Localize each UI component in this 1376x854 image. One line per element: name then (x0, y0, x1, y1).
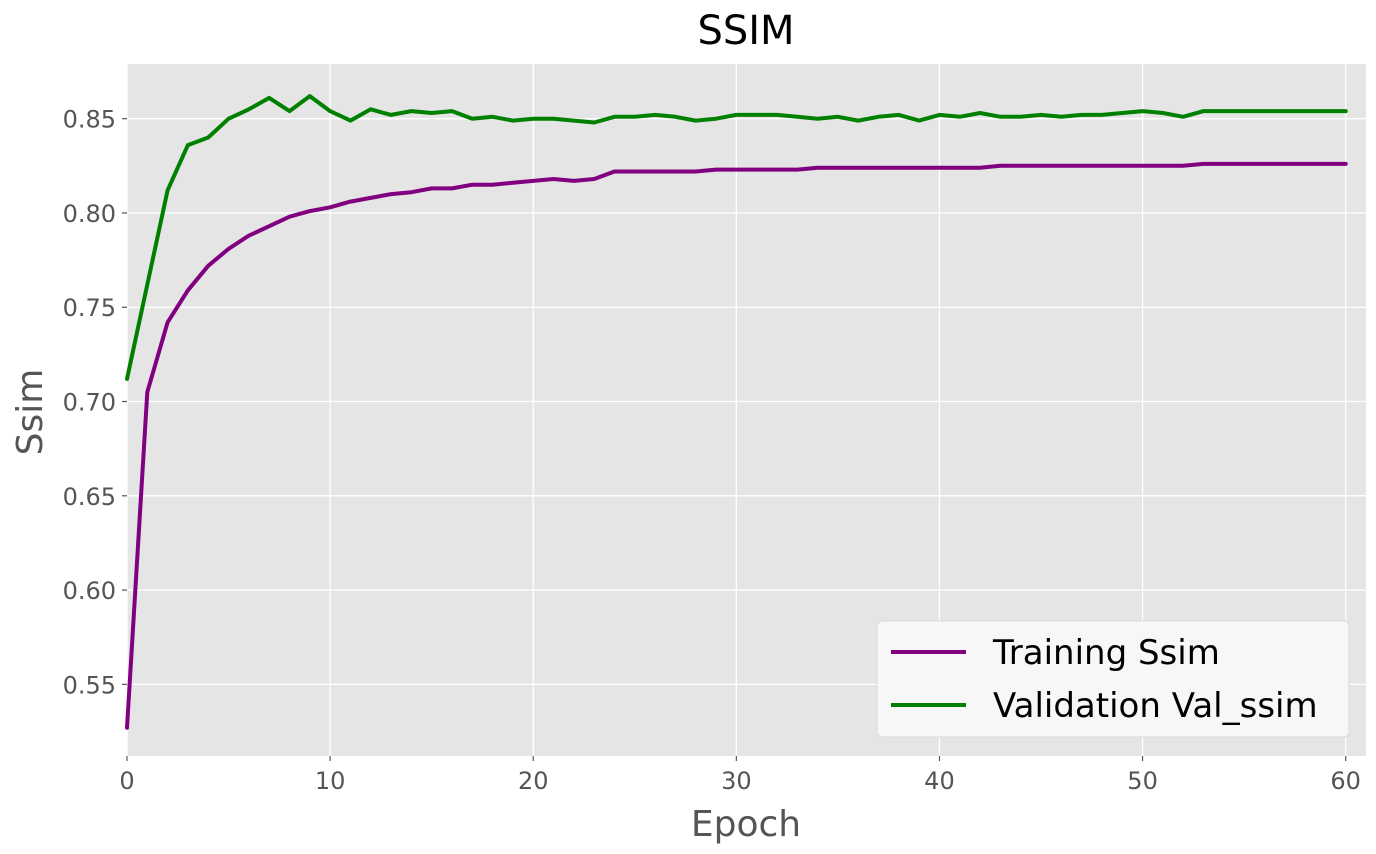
x-tick-label: 0 (119, 767, 134, 795)
y-tick-label: 0.65 (63, 483, 116, 511)
y-axis-ticks: 0.55 0.60 0.65 0.70 0.75 0.80 0.85 (63, 106, 127, 699)
legend: Training Ssim Validation Val_ssim (876, 620, 1350, 738)
legend-frame (876, 620, 1350, 738)
y-tick-label: 0.55 (63, 671, 116, 699)
y-tick-label: 0.60 (63, 577, 116, 605)
series-line-training-ssim (125, 161, 1348, 730)
y-tick-label: 0.85 (63, 106, 116, 134)
x-tick-label: 10 (315, 767, 346, 795)
x-tick-label: 60 (1330, 767, 1361, 795)
x-tick-label: 20 (518, 767, 549, 795)
y-tick-label: 0.75 (63, 294, 116, 322)
x-axis-ticks: 0 10 20 30 40 50 60 (119, 756, 1361, 795)
y-axis-label: Ssim (10, 369, 51, 456)
series-line-validation-val-ssim (125, 94, 1348, 381)
x-tick-label: 50 (1127, 767, 1158, 795)
legend-label-training-ssim: Training Ssim (992, 633, 1220, 673)
y-tick-label: 0.70 (63, 389, 116, 417)
series-lines (125, 94, 1348, 730)
chart-title: SSIM (697, 8, 794, 54)
x-tick-label: 40 (924, 767, 955, 795)
x-tick-label: 30 (721, 767, 752, 795)
legend-label-validation-val-ssim: Validation Val_ssim (993, 686, 1318, 726)
y-tick-label: 0.80 (63, 200, 116, 228)
x-axis-label: Epoch (691, 804, 801, 845)
